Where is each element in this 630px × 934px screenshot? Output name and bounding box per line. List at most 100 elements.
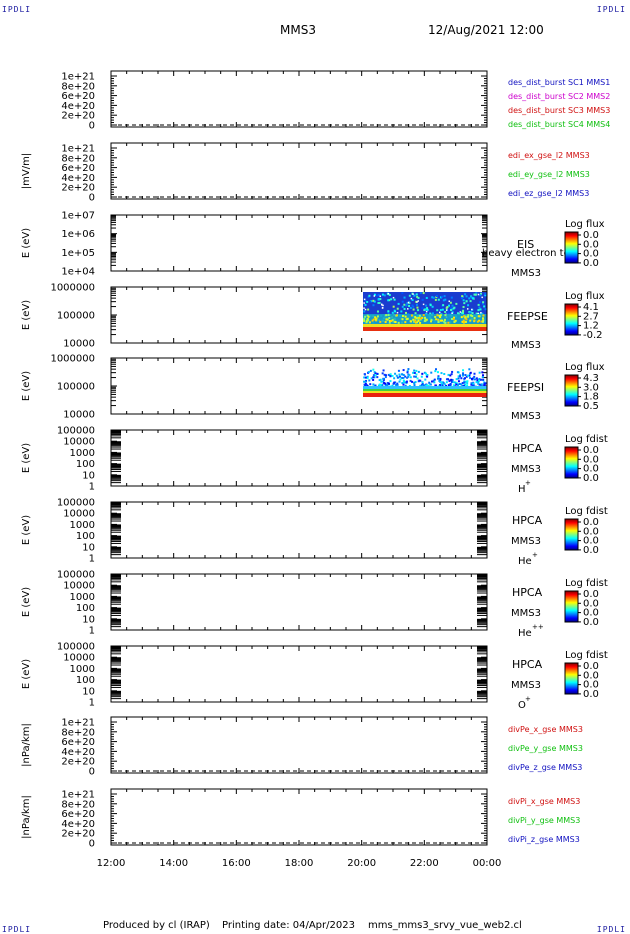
y-tick-label: 6e+20 — [61, 91, 95, 102]
feepse-pixel — [390, 298, 393, 301]
feepse-pixel — [439, 316, 442, 319]
legend-divpi-1: divPi_y_gse MMS3 — [508, 816, 580, 825]
y-tick-label: 100 — [76, 675, 95, 686]
feepse-pixel — [409, 306, 412, 309]
colorbar-title: Log flux — [565, 362, 605, 373]
feepsi-pixel — [398, 373, 401, 376]
feepse-pixel — [383, 294, 386, 297]
footer-producer: Produced by cl (IRAP) — [103, 920, 210, 931]
feepse-pixel — [364, 303, 367, 306]
feepse-pixel — [388, 316, 391, 319]
feepse-pixel — [397, 321, 400, 324]
feepse-pixel — [472, 297, 475, 300]
panel-frame-eis — [110, 214, 488, 272]
feepsi-pixel — [464, 377, 467, 380]
colorbar — [564, 231, 579, 264]
feepsi-pixel — [389, 375, 392, 378]
charge-label: + — [525, 695, 531, 703]
feepsi-pixel — [434, 370, 437, 373]
feepsi-pixel — [402, 376, 405, 379]
colorbar — [564, 518, 579, 551]
feepse-pixel — [417, 300, 419, 302]
legend-divpe-2: divPe_z_gse MMS3 — [508, 763, 582, 772]
feepse-pixel — [387, 310, 390, 313]
y-tick-label: 100000 — [57, 498, 95, 509]
feepse-pixel — [371, 319, 374, 322]
feepse-pixel — [468, 312, 471, 315]
feepsi-pixel — [460, 377, 463, 380]
feepsi-pixel — [424, 378, 427, 381]
y-tick-label: 8e+20 — [61, 799, 95, 810]
feepsi-pixel — [442, 381, 445, 384]
feepse-pixel — [435, 318, 438, 321]
feepsi-pixel — [366, 375, 369, 378]
y-axis-label: E (eV) — [21, 300, 32, 330]
feepsi-pixel — [386, 383, 389, 386]
feepsi-pixel — [395, 383, 398, 386]
feepse-pixel — [407, 312, 410, 315]
feepse-pixel — [423, 309, 426, 312]
feepse-pixel — [379, 295, 382, 298]
feepsi-pixel — [431, 380, 434, 383]
feepse-pixel — [462, 306, 465, 309]
feepse-pixel — [437, 298, 440, 301]
y-tick-label: 1e+21 — [61, 144, 95, 155]
feepsi-pixel — [447, 378, 450, 381]
feepsi-pixel — [401, 376, 404, 379]
feepse-pixel — [419, 292, 422, 295]
feepse-pixel — [481, 312, 484, 315]
feepse-pixel — [444, 314, 447, 317]
feepsi-pixel — [413, 381, 416, 384]
feepse-pixel — [473, 319, 476, 322]
colorbar-tick-label: 0.0 — [583, 536, 599, 547]
legend-divpi-2: divPi_z_gse MMS3 — [508, 835, 580, 844]
feepse-pixel — [473, 316, 476, 319]
feepse-pixel — [364, 299, 367, 302]
y-tick-label: 10000 — [63, 509, 95, 520]
feepse-pixel — [365, 321, 368, 324]
y-tick-label: 10000 — [63, 410, 95, 421]
feepsi-pixel — [415, 369, 418, 372]
feepse-pixel — [438, 314, 441, 317]
feepsi-pixel — [452, 381, 455, 384]
feepse-pixel — [426, 308, 429, 311]
feepsi-pixel — [464, 373, 467, 376]
feepse-pixel — [437, 320, 440, 323]
feepse-pixel — [477, 293, 480, 296]
feepsi-pixel — [382, 380, 385, 383]
feepse-pixel — [470, 295, 473, 298]
footer-filename: mms_mms3_srvy_vue_web2.cl — [368, 920, 522, 931]
feepse-pixel — [363, 307, 365, 309]
feepsi-pixel — [413, 369, 416, 372]
feepsi-pixel — [426, 374, 429, 377]
feepse-pixel — [483, 305, 486, 308]
feepse-pixel — [462, 299, 465, 302]
feepsi-pixel — [392, 382, 395, 385]
feepse-pixel — [462, 312, 465, 315]
feepsi-pixel — [398, 380, 401, 383]
feepse-pixel — [439, 309, 442, 312]
y-axis-label: E (eV) — [21, 443, 32, 473]
feepse-pixel — [396, 307, 399, 310]
feepse-pixel — [413, 320, 416, 323]
feepsi-pixel — [455, 382, 458, 385]
feepse-pixel — [413, 294, 416, 297]
feepsi-pixel — [445, 384, 448, 387]
y-axis-label: |mV/m| — [21, 153, 32, 189]
feepse-pixel — [407, 301, 410, 304]
feepse-pixel — [482, 301, 485, 304]
y-tick-label: 1000 — [70, 664, 95, 675]
feepsi-pixel — [381, 372, 384, 375]
feepsi-pixel — [374, 384, 377, 387]
y-tick-label: 1000000 — [50, 283, 95, 294]
feepse-pixel — [471, 312, 474, 315]
spacecraft-label: MMS3 — [511, 340, 541, 351]
feepsi-pixel — [422, 384, 425, 387]
feepse-pixel — [455, 302, 458, 305]
feepse-pixel — [469, 319, 472, 322]
feepsi-pixel — [456, 371, 459, 374]
feepse-pixel — [395, 314, 398, 317]
feepsi-pixel — [441, 382, 444, 385]
species-label: He — [518, 628, 532, 639]
